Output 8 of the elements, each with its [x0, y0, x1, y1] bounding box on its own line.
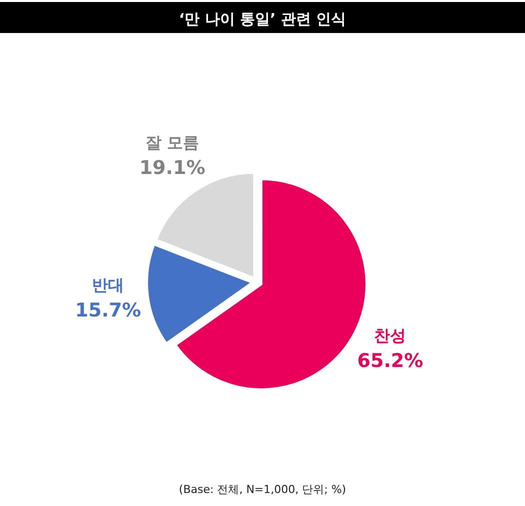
data-label: 15.7%	[75, 299, 142, 322]
chart-title: ‘만 나이 통일’ 관련 인식	[178, 10, 346, 28]
text: (Base: 전체, N=1,000, 단위; %)	[178, 483, 346, 496]
data-label: 19.1%	[139, 157, 206, 180]
slice-label: 잘 모름	[146, 133, 200, 152]
data-label: 65.2%	[357, 350, 424, 372]
slice-label: 찬성	[374, 326, 406, 345]
slice-label: 반대	[92, 275, 124, 294]
